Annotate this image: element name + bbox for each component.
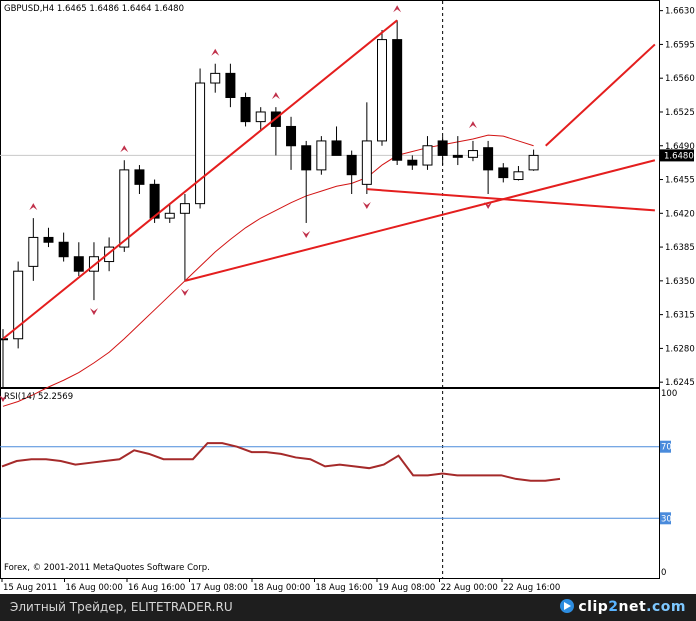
candle-body	[452, 154, 463, 158]
price-tick-label: 1.6490	[665, 142, 695, 152]
footer-bar: Элитный Трейдер, ELITETRADER.RU clip2net…	[0, 594, 696, 621]
candle-body	[422, 145, 433, 166]
candle-body	[392, 39, 403, 161]
price-tick-label: 1.6455	[665, 176, 695, 186]
candle-body	[88, 256, 99, 272]
trend-line	[545, 43, 656, 147]
clip2net-arrow-icon	[560, 599, 575, 613]
fractal-down-marker	[362, 202, 371, 209]
candle-body	[210, 72, 221, 84]
candle-body	[316, 140, 327, 171]
logo-net: net	[618, 599, 647, 615]
price-tick-label: 1.6280	[665, 344, 695, 354]
price-tick-label: 1.6560	[665, 74, 695, 84]
candle-body	[377, 39, 387, 142]
candle-body	[134, 169, 145, 185]
candle-body	[195, 82, 206, 205]
time-tick-label: 19 Aug 08:00	[378, 583, 435, 593]
candle-body	[225, 72, 236, 98]
price-tick-label: 1.6595	[665, 40, 695, 50]
candle-body	[346, 154, 357, 176]
rsi-panel-frame	[0, 388, 660, 579]
clip2net-logo: clip2net.com	[560, 594, 686, 621]
candle-body	[43, 236, 54, 243]
current-price-box	[660, 149, 694, 162]
fractal-down-marker	[0, 395, 7, 402]
time-tick-label: 17 Aug 08:00	[191, 583, 248, 593]
price-tick-label: 1.6245	[665, 378, 695, 388]
logo-main: clip	[578, 599, 609, 615]
trend-line	[2, 19, 398, 340]
rsi-line	[1, 442, 561, 482]
price-tick-label: 1.6315	[665, 311, 695, 321]
price-panel-frame	[0, 0, 660, 388]
candle-body	[286, 125, 297, 147]
logo-com: .com	[646, 599, 686, 615]
fractal-down-marker	[89, 308, 98, 316]
price-tick-label: 1.6350	[665, 277, 695, 287]
candle-body	[301, 145, 312, 171]
candle-body	[179, 203, 190, 214]
candle-body	[513, 171, 524, 181]
fractal-down-marker	[180, 288, 189, 296]
rsi-level-box	[660, 512, 671, 525]
time-tick-label: 22 Aug 16:00	[503, 583, 560, 593]
fractal-up-marker	[211, 48, 220, 56]
candle-body	[240, 97, 251, 123]
price-tick-label: 1.6630	[665, 7, 695, 17]
chart-title: GBPUSD,H4 1.6465 1.6486 1.6464 1.6480	[4, 4, 184, 14]
candle-body	[149, 183, 160, 219]
price-tick-label: 1.6385	[665, 243, 695, 253]
fractal-up-marker	[393, 5, 402, 13]
candle-body	[528, 154, 539, 171]
candle-body	[28, 236, 39, 267]
time-tick-label: 22 Aug 00:00	[441, 583, 498, 593]
chart-canvas: 1.6630 1.6595 1.6560 1.6525 1.6490 1.6455 1.64…	[0, 0, 696, 594]
rsi-level-box	[660, 440, 671, 453]
candle-body	[255, 111, 266, 123]
candle-body	[407, 159, 418, 166]
rsi-tick-label: 30	[661, 514, 672, 524]
time-tick-label: 18 Aug 00:00	[253, 583, 310, 593]
candle-body	[13, 270, 24, 340]
time-tick-label: 18 Aug 16:00	[316, 583, 373, 593]
candle-body	[483, 147, 494, 171]
trend-line	[366, 188, 655, 212]
price-panel	[0, 1, 659, 578]
candle-body	[73, 256, 84, 272]
fractal-up-marker	[271, 92, 280, 100]
candle-body	[361, 140, 372, 185]
fractal-up-marker	[468, 121, 477, 129]
rsi-tick-label: 0	[661, 568, 666, 578]
footer-caption: Элитный Трейдер, ELITETRADER.RU	[10, 600, 233, 614]
chart-background	[0, 0, 696, 594]
candle-body	[104, 246, 115, 263]
time-tick-label: 15 Aug 2011	[3, 583, 57, 593]
price-tick-label: 1.6525	[665, 108, 695, 118]
logo-two: 2	[608, 599, 619, 615]
rsi-panel	[0, 442, 659, 519]
candle-body	[467, 150, 478, 158]
time-tick-label: 16 Aug 16:00	[128, 583, 185, 593]
price-tick-label: 1.6420	[665, 209, 695, 219]
fractal-down-marker	[302, 230, 311, 238]
candle-body	[164, 212, 175, 219]
rsi-tick-label: 100	[661, 389, 677, 399]
fractal-up-marker	[29, 203, 38, 211]
rsi-title: RSI(14) 52.2569	[4, 392, 73, 402]
rsi-tick-label: 70	[661, 443, 672, 453]
copyright-text: Forex, © 2001-2011 MetaQuotes Software C…	[4, 563, 210, 573]
axes: 1.6630 1.6595 1.6560 1.6525 1.6490 1.6455 1.64…	[1, 7, 695, 593]
candle-body	[437, 140, 448, 156]
candle-body	[58, 241, 69, 258]
trend-line	[184, 159, 656, 282]
current-price-label: 1.6480	[664, 151, 694, 161]
time-tick-label: 16 Aug 00:00	[66, 583, 123, 593]
fractal-up-marker	[120, 145, 129, 153]
candle-body	[331, 140, 342, 156]
candle-body	[119, 169, 130, 248]
candle-body	[498, 167, 509, 179]
